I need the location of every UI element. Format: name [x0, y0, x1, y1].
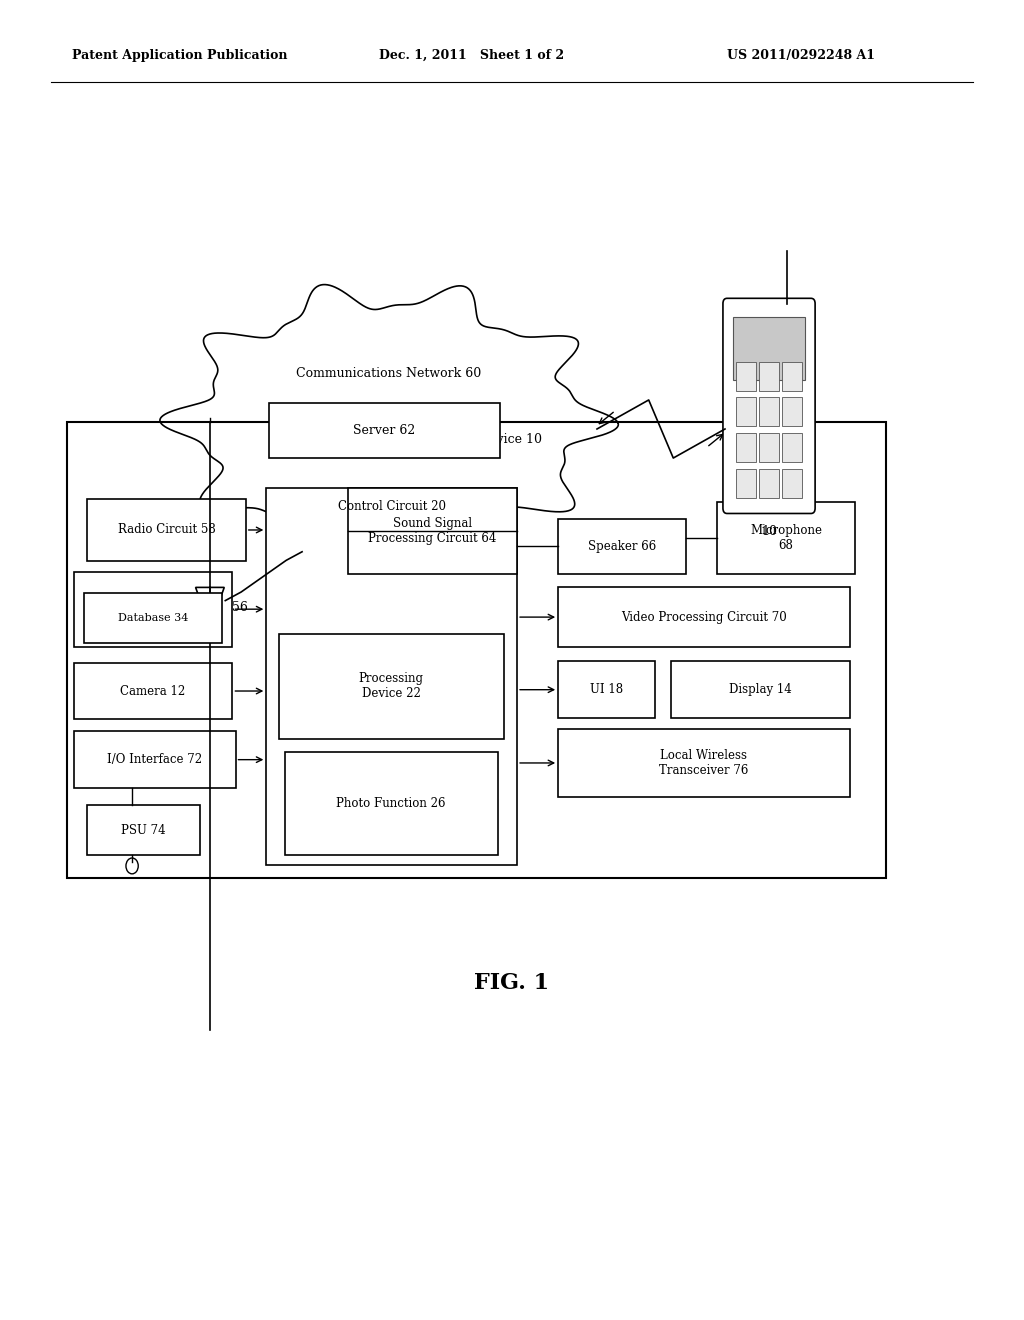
FancyBboxPatch shape — [736, 469, 756, 498]
Text: Video Processing Circuit 70: Video Processing Circuit 70 — [622, 611, 786, 623]
Text: 56: 56 — [232, 601, 249, 614]
FancyBboxPatch shape — [759, 397, 779, 426]
FancyBboxPatch shape — [759, 362, 779, 391]
Text: Display 14: Display 14 — [729, 684, 792, 696]
FancyBboxPatch shape — [87, 499, 246, 561]
Polygon shape — [160, 285, 618, 560]
Text: Database 34: Database 34 — [118, 612, 188, 623]
FancyBboxPatch shape — [348, 488, 517, 574]
FancyBboxPatch shape — [736, 362, 756, 391]
Text: 10: 10 — [761, 525, 777, 539]
Text: Electronic Device 10: Electronic Device 10 — [411, 433, 542, 446]
FancyBboxPatch shape — [558, 729, 850, 797]
Text: PSU 74: PSU 74 — [121, 824, 166, 837]
Text: Local Wireless
Transceiver 76: Local Wireless Transceiver 76 — [659, 748, 749, 777]
FancyBboxPatch shape — [285, 752, 498, 855]
Text: Photo Function 26: Photo Function 26 — [337, 797, 445, 810]
FancyBboxPatch shape — [717, 502, 855, 574]
Text: I/O Interface 72: I/O Interface 72 — [108, 754, 202, 766]
Text: FIG. 1: FIG. 1 — [474, 973, 550, 994]
FancyBboxPatch shape — [67, 422, 886, 878]
Text: Microphone
68: Microphone 68 — [750, 524, 822, 552]
FancyBboxPatch shape — [84, 593, 222, 643]
FancyBboxPatch shape — [74, 572, 232, 647]
Text: US 2011/0292248 A1: US 2011/0292248 A1 — [727, 49, 876, 62]
Text: Server 62: Server 62 — [353, 424, 416, 437]
Text: Memory 24: Memory 24 — [119, 603, 187, 615]
Text: Speaker 66: Speaker 66 — [588, 540, 656, 553]
FancyBboxPatch shape — [759, 469, 779, 498]
FancyBboxPatch shape — [723, 298, 815, 513]
FancyBboxPatch shape — [782, 397, 802, 426]
FancyBboxPatch shape — [671, 661, 850, 718]
FancyBboxPatch shape — [266, 488, 517, 865]
FancyBboxPatch shape — [736, 397, 756, 426]
FancyBboxPatch shape — [87, 805, 200, 855]
FancyBboxPatch shape — [74, 731, 236, 788]
Text: Communications Network 60: Communications Network 60 — [297, 367, 481, 380]
Text: Sound Signal
Processing Circuit 64: Sound Signal Processing Circuit 64 — [369, 517, 497, 545]
FancyBboxPatch shape — [782, 469, 802, 498]
FancyBboxPatch shape — [782, 362, 802, 391]
FancyBboxPatch shape — [558, 519, 686, 574]
FancyBboxPatch shape — [279, 634, 504, 739]
Text: Patent Application Publication: Patent Application Publication — [72, 49, 287, 62]
Text: Camera 12: Camera 12 — [121, 685, 185, 697]
Text: Dec. 1, 2011   Sheet 1 of 2: Dec. 1, 2011 Sheet 1 of 2 — [379, 49, 564, 62]
Text: UI 18: UI 18 — [590, 684, 624, 696]
FancyBboxPatch shape — [759, 433, 779, 462]
FancyBboxPatch shape — [782, 433, 802, 462]
FancyBboxPatch shape — [74, 663, 232, 719]
FancyBboxPatch shape — [558, 661, 655, 718]
FancyBboxPatch shape — [736, 433, 756, 462]
Text: Radio Circuit 58: Radio Circuit 58 — [118, 524, 215, 536]
FancyBboxPatch shape — [269, 403, 500, 458]
Text: Control Circuit 20: Control Circuit 20 — [338, 500, 445, 513]
FancyBboxPatch shape — [558, 587, 850, 647]
Text: Processing
Device 22: Processing Device 22 — [358, 672, 424, 701]
FancyBboxPatch shape — [733, 317, 805, 380]
